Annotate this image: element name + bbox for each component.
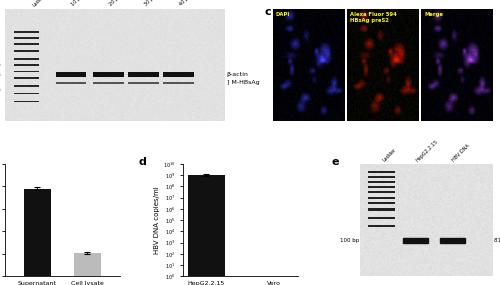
- Bar: [74, 253, 101, 276]
- Bar: [163, 82, 194, 84]
- Text: Alexa Fluor 594
HBsAg preS2: Alexa Fluor 594 HBsAg preS2: [350, 12, 397, 23]
- Bar: [368, 208, 394, 211]
- Text: 40 μg: 40 μg: [178, 0, 192, 7]
- Bar: [256, 276, 292, 285]
- Bar: [14, 50, 39, 52]
- Text: HepG2.2.15: HepG2.2.15: [414, 139, 438, 163]
- Bar: [14, 31, 39, 33]
- Text: 30 μg: 30 μg: [144, 0, 157, 7]
- Bar: [368, 191, 394, 193]
- Text: 10 μg: 10 μg: [71, 0, 85, 7]
- Bar: [368, 186, 394, 188]
- Text: β-actin: β-actin: [227, 72, 248, 77]
- Bar: [368, 197, 394, 199]
- Text: Ladder: Ladder: [382, 147, 397, 163]
- Text: 100 bp: 100 bp: [340, 238, 359, 243]
- Bar: [93, 72, 124, 77]
- Bar: [93, 82, 124, 84]
- Bar: [14, 85, 39, 87]
- Bar: [56, 72, 86, 77]
- Bar: [440, 238, 464, 243]
- Text: DAPI: DAPI: [276, 12, 290, 17]
- Bar: [128, 82, 158, 84]
- Bar: [14, 93, 39, 94]
- Text: HBV DNA: HBV DNA: [452, 143, 471, 163]
- Bar: [188, 175, 225, 285]
- Bar: [56, 82, 86, 84]
- Text: d: d: [139, 157, 147, 167]
- Bar: [14, 58, 39, 60]
- Bar: [368, 181, 394, 183]
- Bar: [14, 101, 39, 102]
- Bar: [402, 238, 427, 243]
- Text: c: c: [264, 7, 271, 17]
- Bar: [368, 217, 394, 219]
- Bar: [128, 72, 158, 77]
- Text: ] M-HBsAg: ] M-HBsAg: [227, 80, 260, 85]
- Bar: [368, 171, 394, 173]
- Bar: [368, 225, 394, 227]
- Bar: [14, 77, 39, 79]
- Text: Merge: Merge: [424, 12, 443, 17]
- Text: Ladder: Ladder: [32, 0, 47, 7]
- Bar: [163, 72, 194, 77]
- Bar: [368, 176, 394, 178]
- Bar: [14, 43, 39, 45]
- Text: 81 bp: 81 bp: [494, 238, 500, 243]
- Bar: [14, 64, 39, 66]
- Bar: [14, 38, 39, 39]
- Bar: [368, 202, 394, 204]
- Bar: [14, 71, 39, 72]
- Text: 20 μg: 20 μg: [108, 0, 122, 7]
- Bar: [24, 189, 51, 276]
- Y-axis label: HBV DNA copies/ml: HBV DNA copies/ml: [154, 186, 160, 254]
- Text: e: e: [332, 157, 339, 167]
